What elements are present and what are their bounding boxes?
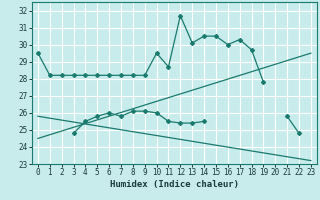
- X-axis label: Humidex (Indice chaleur): Humidex (Indice chaleur): [110, 180, 239, 189]
